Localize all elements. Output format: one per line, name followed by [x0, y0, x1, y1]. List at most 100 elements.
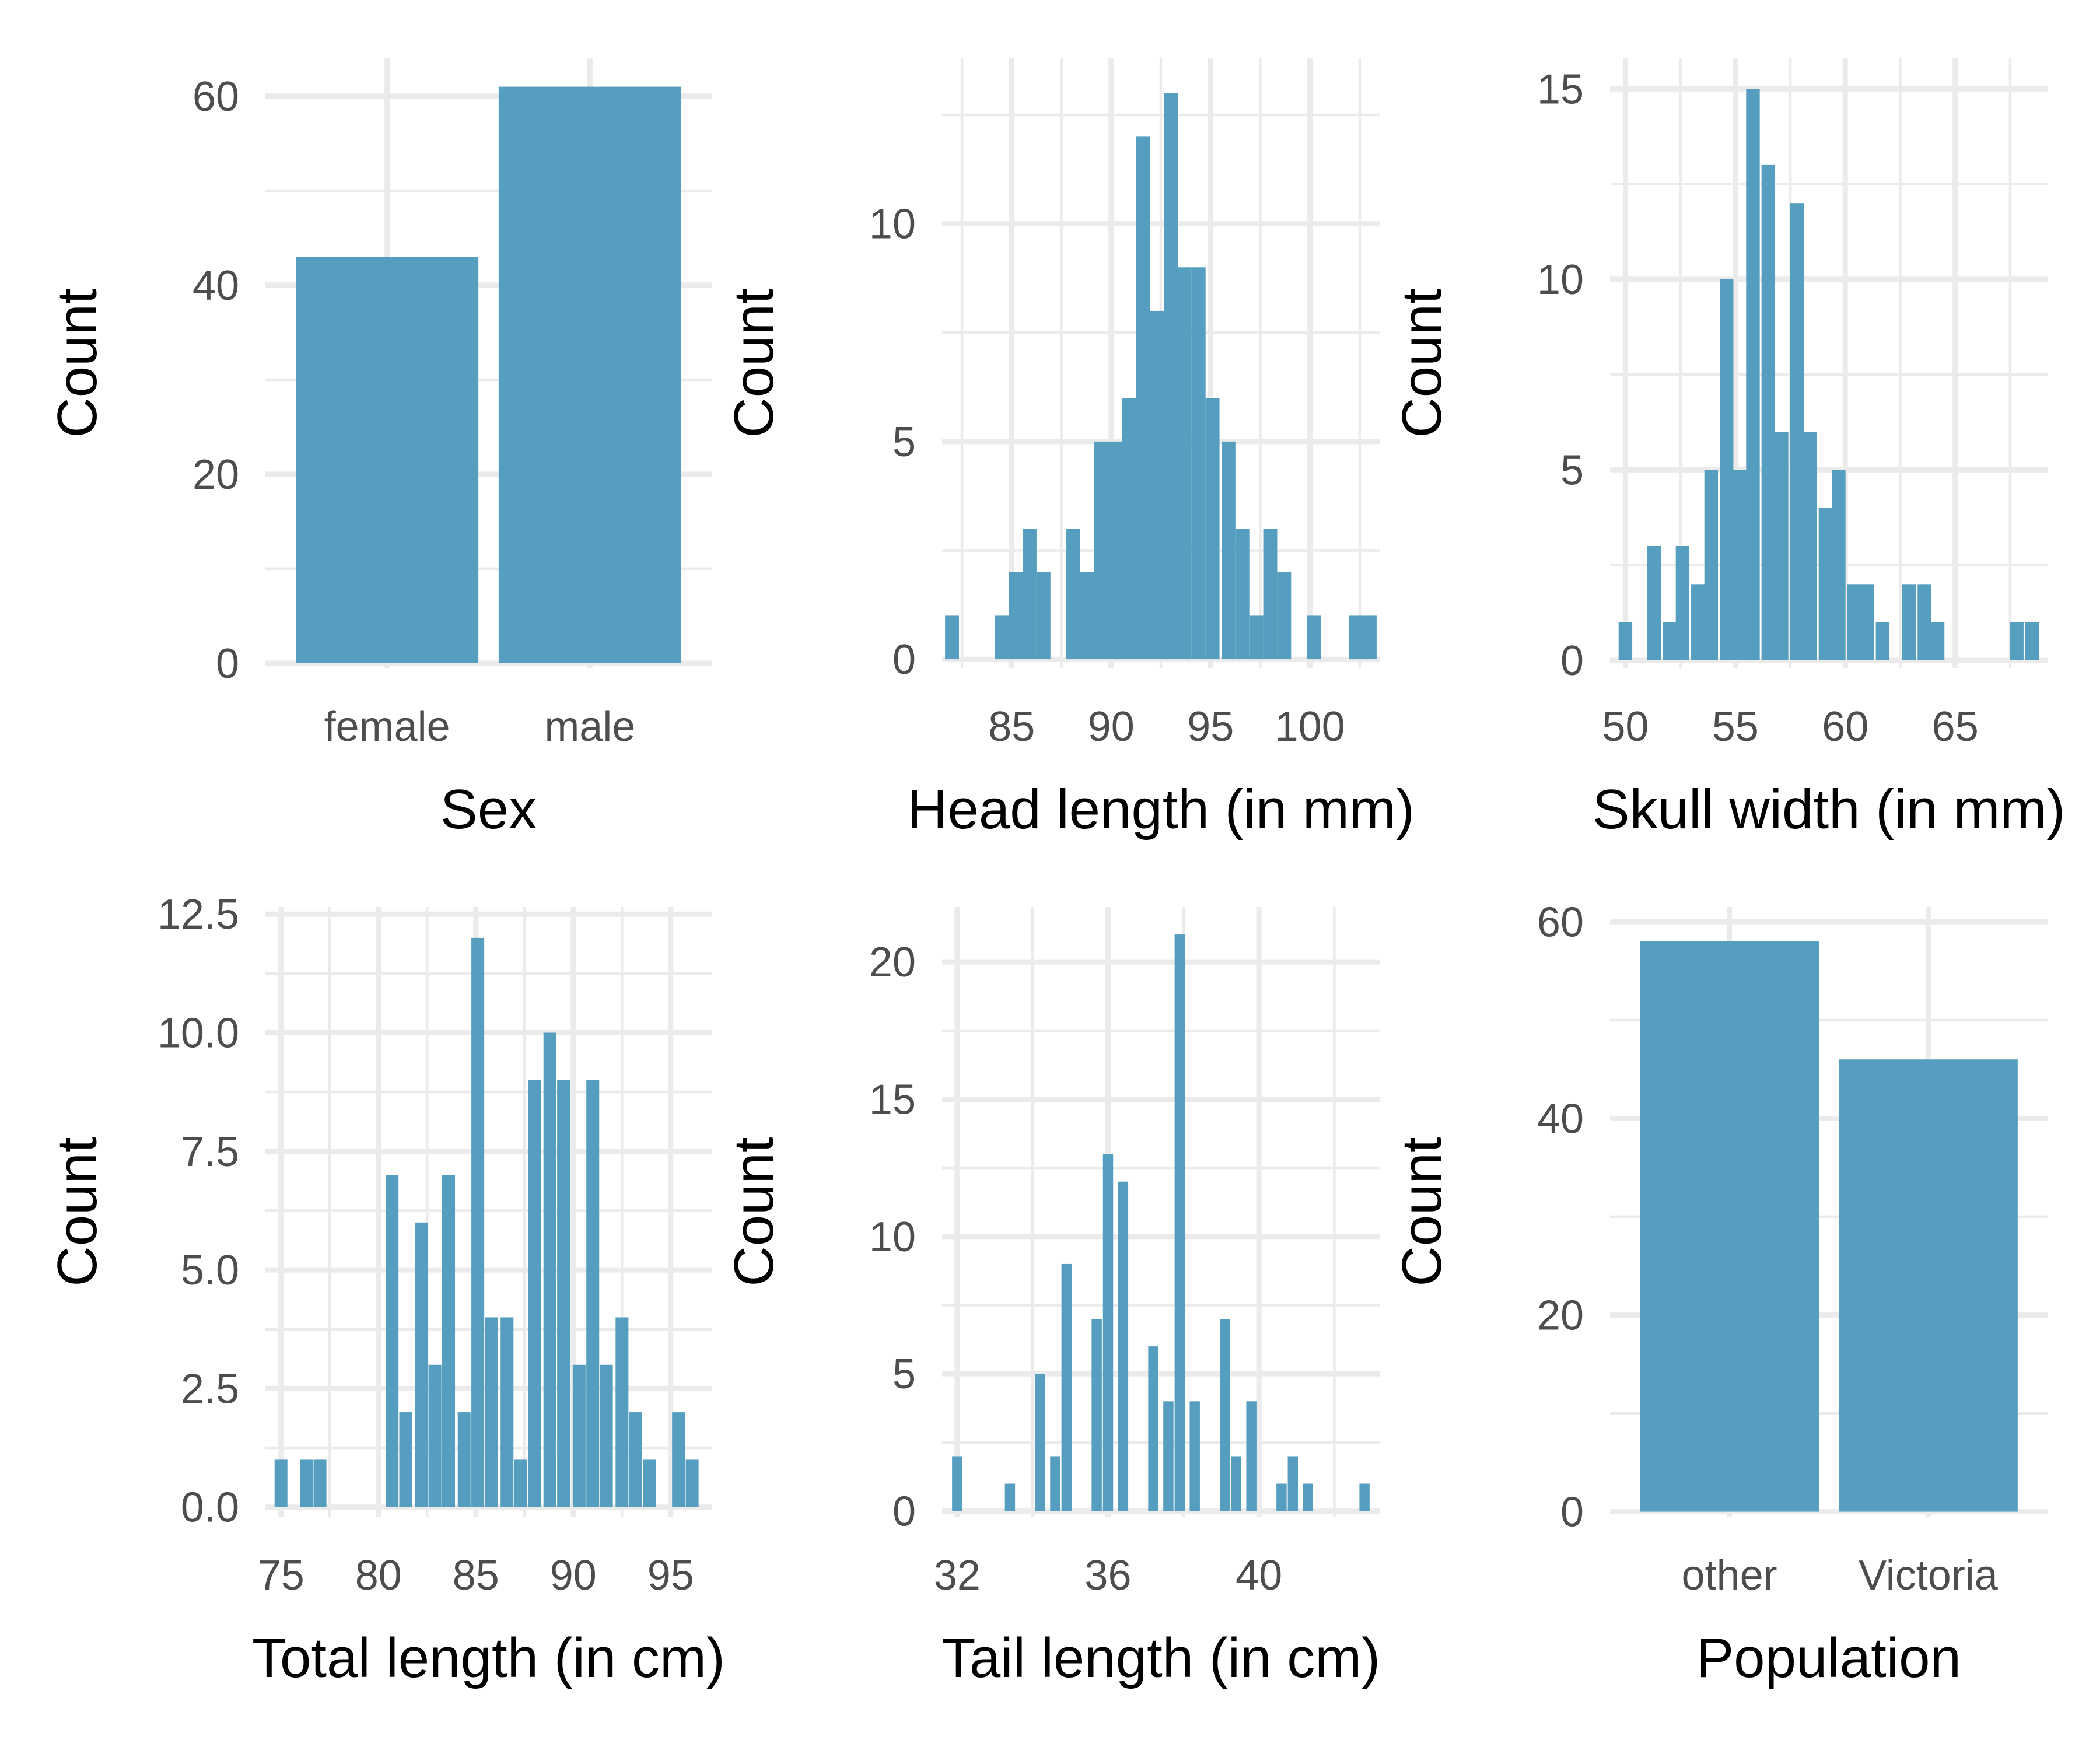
histogram-bar — [527, 1080, 541, 1507]
histogram-bar — [1177, 267, 1192, 660]
histogram-bar — [442, 1175, 456, 1507]
histogram-bar — [995, 615, 1009, 660]
histogram-bar — [1136, 136, 1150, 660]
y-tick-label: 15 — [869, 1077, 916, 1124]
histogram-bar — [1860, 584, 1874, 660]
histogram-bar — [1164, 93, 1178, 660]
histogram-bar — [1080, 572, 1094, 660]
histogram-bar — [1205, 398, 1220, 660]
histogram-bar — [1036, 572, 1051, 660]
x-tick-label: 60 — [1822, 704, 1868, 750]
chart-panel-3: 0 5 10 15 50 55 60 65 Skull width (in mm) Count — [1391, 58, 2065, 841]
histogram-bar — [1691, 584, 1705, 660]
y-tick-label: 5 — [892, 1351, 916, 1398]
x-tick-label: 100 — [1275, 704, 1345, 750]
histogram-bar — [1050, 1456, 1060, 1511]
histogram-bar — [1174, 935, 1185, 1511]
x-tick-label: 36 — [1084, 1552, 1131, 1599]
histogram-bar — [2025, 622, 2039, 660]
histogram-bar — [1094, 441, 1108, 660]
x-axis-title: Skull width (in mm) — [1592, 778, 2066, 841]
x-tick-label: 85 — [988, 704, 1035, 750]
y-tick-label: 20 — [869, 939, 916, 986]
histogram-bar — [1662, 622, 1676, 660]
histogram-bar — [1220, 1319, 1230, 1511]
histogram-bar — [1263, 528, 1278, 660]
histogram-bar — [952, 1456, 963, 1511]
y-tick-label: 40 — [192, 262, 239, 309]
histogram-bar — [1005, 1483, 1016, 1511]
histogram-bar — [1618, 622, 1633, 660]
y-tick-label: 2.5 — [181, 1366, 239, 1412]
histogram-bar — [572, 1364, 586, 1507]
y-tick-label: 10.0 — [158, 1010, 239, 1057]
x-axis-title: Population — [1696, 1627, 1961, 1689]
x-tick-label: 95 — [648, 1552, 694, 1599]
histogram-bar — [1349, 615, 1363, 660]
x-tick-label: 90 — [1088, 704, 1135, 750]
x-axis-title: Total length (in cm) — [252, 1627, 725, 1689]
x-axis-title: Tail length (in cm) — [942, 1627, 1380, 1689]
histogram-bar — [629, 1412, 642, 1507]
y-tick-label: 60 — [1537, 899, 1584, 946]
y-tick-label: 20 — [192, 452, 239, 498]
histogram-bar — [1774, 432, 1788, 660]
y-tick-label: 0 — [1560, 638, 1584, 684]
histogram-bar — [1832, 470, 1846, 660]
y-tick-label: 0 — [892, 636, 916, 683]
x-tick-label: female — [324, 704, 450, 750]
histogram-bar — [1023, 528, 1037, 660]
histogram-bar — [1009, 572, 1023, 660]
x-tick-label: 50 — [1602, 704, 1648, 750]
histogram-bar — [1191, 267, 1206, 660]
x-tick-label: other — [1681, 1552, 1777, 1599]
histogram-bar — [1235, 528, 1250, 660]
histogram-bar — [1307, 615, 1321, 660]
chart-panel-4: 0.0 2.5 5.0 7.5 10.0 12.5 75 80 85 90 95 Total leng… — [46, 891, 725, 1689]
histogram-bar — [1249, 615, 1264, 660]
chart-panel-2: 0 5 10 85 90 95 100 Head length (in mm) Count — [723, 58, 1415, 841]
histogram-bar — [1148, 1346, 1158, 1511]
x-tick-label: 80 — [355, 1552, 402, 1599]
histogram-bar — [1303, 1483, 1313, 1511]
histogram-bar — [1647, 546, 1661, 660]
histogram-bar — [543, 1032, 556, 1507]
bar — [1839, 1059, 2018, 1512]
histogram-bar — [1231, 1456, 1242, 1511]
histogram-bar — [1761, 164, 1776, 660]
histogram-bar — [1246, 1401, 1256, 1511]
histogram-bar — [1277, 572, 1292, 660]
histogram-bar — [1746, 89, 1760, 660]
y-tick-label: 10 — [1537, 257, 1584, 303]
histogram-bar — [1720, 279, 1734, 660]
y-tick-label: 15 — [1537, 66, 1584, 113]
histogram-bar — [501, 1317, 514, 1507]
histogram-bar — [557, 1080, 570, 1507]
y-axis-title: Count — [46, 288, 108, 438]
histogram-bar — [514, 1460, 527, 1507]
histogram-bar — [1359, 1483, 1370, 1511]
x-tick-label: 85 — [453, 1552, 499, 1599]
histogram-bar — [1930, 622, 1945, 660]
histogram-bar — [1363, 615, 1377, 660]
histogram-bar — [1091, 1319, 1102, 1511]
histogram-bar — [1150, 310, 1164, 660]
y-tick-label: 20 — [1537, 1292, 1584, 1339]
x-tick-label: 90 — [550, 1552, 597, 1599]
histogram-bar — [386, 1175, 399, 1507]
y-tick-label: 40 — [1537, 1096, 1584, 1142]
bar — [1640, 941, 1819, 1512]
histogram-bar — [945, 615, 959, 660]
histogram-bar — [1790, 203, 1804, 660]
y-tick-label: 0.0 — [181, 1485, 239, 1531]
histogram-bar — [1276, 1483, 1287, 1511]
x-tick-label: 65 — [1932, 704, 1979, 750]
y-tick-label: 10 — [869, 1214, 916, 1261]
histogram-bar — [1847, 584, 1861, 660]
x-axis-title: Sex — [440, 778, 537, 841]
histogram-bar — [300, 1460, 313, 1507]
y-tick-label: 12.5 — [158, 891, 239, 938]
chart-panel-5: 0 5 10 15 20 32 36 40 Tail length (in cm) Count — [723, 907, 1380, 1689]
x-tick-label: Victoria — [1859, 1552, 1999, 1599]
